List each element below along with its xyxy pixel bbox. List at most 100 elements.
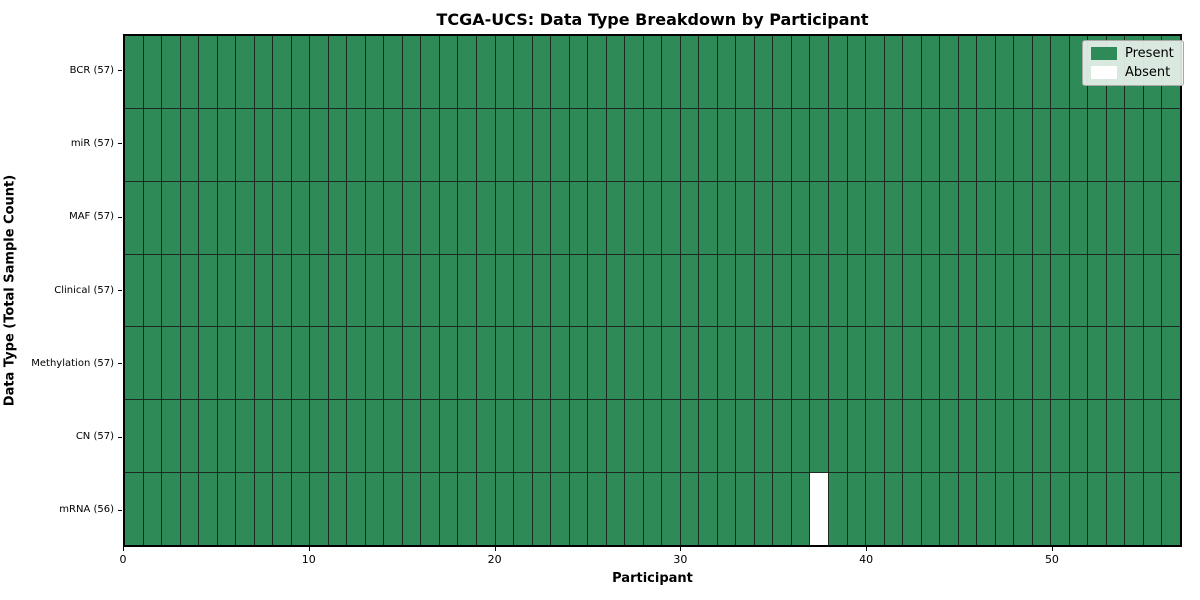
heatmap-cell-CN-12: [347, 400, 365, 473]
heatmap-cell-mRNA-41: [884, 473, 903, 545]
heatmap-cell-MAF-16: [421, 181, 439, 254]
heatmap-cell-CN-25: [588, 400, 606, 473]
heatmap-cell-mRNA-27: [625, 473, 643, 545]
heatmap-cell-Methylation-35: [773, 327, 791, 400]
heatmap-cell-miR-15: [402, 108, 421, 181]
heatmap-cell-miR-45: [958, 108, 977, 181]
x-tick-mark-40: [866, 547, 868, 551]
heatmap-cell-MAF-52: [1088, 181, 1106, 254]
heatmap-cell-miR-30: [680, 108, 699, 181]
heatmap-cell-CN-5: [217, 400, 236, 473]
heatmap-cell-CN-40: [866, 400, 884, 473]
heatmap-cell-mRNA-51: [1069, 473, 1088, 545]
heatmap-cell-miR-50: [1051, 108, 1069, 181]
heatmap-cell-miR-49: [1032, 108, 1051, 181]
heatmap-cell-Clinical-31: [699, 254, 717, 327]
heatmap-cell-Methylation-45: [958, 327, 977, 400]
heatmap-cell-miR-44: [940, 108, 958, 181]
heatmap-cell-miR-23: [551, 108, 569, 181]
heatmap-cell-Clinical-39: [847, 254, 866, 327]
heatmap-cell-CN-37: [810, 400, 828, 473]
heatmap-cell-MAF-44: [940, 181, 958, 254]
heatmap-cell-CN-30: [680, 400, 699, 473]
heatmap-cell-BCR-18: [458, 36, 476, 108]
heatmap-cell-BCR-5: [217, 36, 236, 108]
heatmap-cell-BCR-7: [254, 36, 273, 108]
heatmap-cell-mRNA-0: [125, 473, 143, 545]
heatmap-cell-miR-36: [791, 108, 810, 181]
heatmap-cell-Clinical-24: [569, 254, 588, 327]
heatmap-cell-miR-8: [273, 108, 291, 181]
heatmap-cell-MAF-3: [180, 181, 199, 254]
legend-label-absent: Absent: [1125, 65, 1171, 80]
heatmap-cell-MAF-29: [662, 181, 680, 254]
heatmap-cell-CN-50: [1051, 400, 1069, 473]
heatmap-cell-Clinical-0: [125, 254, 143, 327]
heatmap-cell-mRNA-39: [847, 473, 866, 545]
heatmap-cell-mRNA-4: [199, 473, 217, 545]
heatmap-cell-mRNA-22: [532, 473, 551, 545]
heatmap-cell-MAF-38: [828, 181, 847, 254]
heatmap-cell-CN-11: [328, 400, 347, 473]
heatmap-cell-Clinical-22: [532, 254, 551, 327]
heatmap-cell-mRNA-1: [143, 473, 162, 545]
heatmap-cell-mRNA-38: [828, 473, 847, 545]
heatmap-cell-MAF-34: [754, 181, 773, 254]
heatmap-cell-mRNA-17: [439, 473, 458, 545]
heatmap-cell-CN-13: [365, 400, 384, 473]
heatmap-cell-Methylation-2: [162, 327, 180, 400]
heatmap-cell-mRNA-7: [254, 473, 273, 545]
heatmap-cell-Clinical-47: [995, 254, 1014, 327]
heatmap-cell-Clinical-3: [180, 254, 199, 327]
heatmap-cell-mRNA-3: [180, 473, 199, 545]
heatmap-cell-Methylation-23: [551, 327, 569, 400]
heatmap-cell-Methylation-9: [291, 327, 310, 400]
heatmap-cell-mRNA-40: [866, 473, 884, 545]
heatmap-cell-Clinical-36: [791, 254, 810, 327]
heatmap-cell-CN-10: [310, 400, 328, 473]
heatmap-cell-Clinical-33: [736, 254, 754, 327]
heatmap-cell-Methylation-56: [1162, 327, 1180, 400]
y-tick-mark-BCR: [118, 70, 122, 72]
x-tick-mark-0: [123, 547, 124, 551]
heatmap-cell-miR-52: [1088, 108, 1106, 181]
heatmap-cell-mRNA-50: [1051, 473, 1069, 545]
heatmap-cell-miR-26: [606, 108, 625, 181]
heatmap-cell-mRNA-48: [1014, 473, 1032, 545]
heatmap-cell-Methylation-38: [828, 327, 847, 400]
heatmap-cell-Methylation-16: [421, 327, 439, 400]
heatmap-cell-Methylation-6: [236, 327, 254, 400]
heatmap-cell-mRNA-43: [921, 473, 940, 545]
heatmap-cell-CN-51: [1069, 400, 1088, 473]
heatmap-cell-BCR-43: [921, 36, 940, 108]
heatmap-cell-mRNA-26: [606, 473, 625, 545]
x-tick-mark-10: [308, 547, 310, 551]
heatmap-cell-BCR-15: [402, 36, 421, 108]
heatmap-cell-miR-3: [180, 108, 199, 181]
heatmap-cell-MAF-9: [291, 181, 310, 254]
heatmap-cell-MAF-18: [458, 181, 476, 254]
heatmap-cell-MAF-10: [310, 181, 328, 254]
heatmap-cell-CN-31: [699, 400, 717, 473]
heatmap-cell-Clinical-42: [903, 254, 921, 327]
heatmap-cell-MAF-27: [625, 181, 643, 254]
heatmap-cell-Clinical-15: [402, 254, 421, 327]
heatmap-cell-Clinical-9: [291, 254, 310, 327]
heatmap-cell-CN-49: [1032, 400, 1051, 473]
heatmap-cell-Methylation-36: [791, 327, 810, 400]
heatmap-cell-Clinical-55: [1143, 254, 1162, 327]
heatmap-cell-Clinical-19: [476, 254, 495, 327]
heatmap-cell-miR-0: [125, 108, 143, 181]
heatmap-cell-BCR-35: [773, 36, 791, 108]
heatmap-cell-MAF-22: [532, 181, 551, 254]
heatmap-cell-MAF-37: [810, 181, 828, 254]
heatmap-cell-MAF-33: [736, 181, 754, 254]
heatmap-cell-CN-53: [1106, 400, 1125, 473]
heatmap-cell-miR-39: [847, 108, 866, 181]
heatmap-cell-Methylation-34: [754, 327, 773, 400]
heatmap-cell-CN-7: [254, 400, 273, 473]
heatmap-cell-Methylation-17: [439, 327, 458, 400]
heatmap-cell-Methylation-33: [736, 327, 754, 400]
heatmap-cell-Clinical-30: [680, 254, 699, 327]
heatmap-cell-MAF-30: [680, 181, 699, 254]
